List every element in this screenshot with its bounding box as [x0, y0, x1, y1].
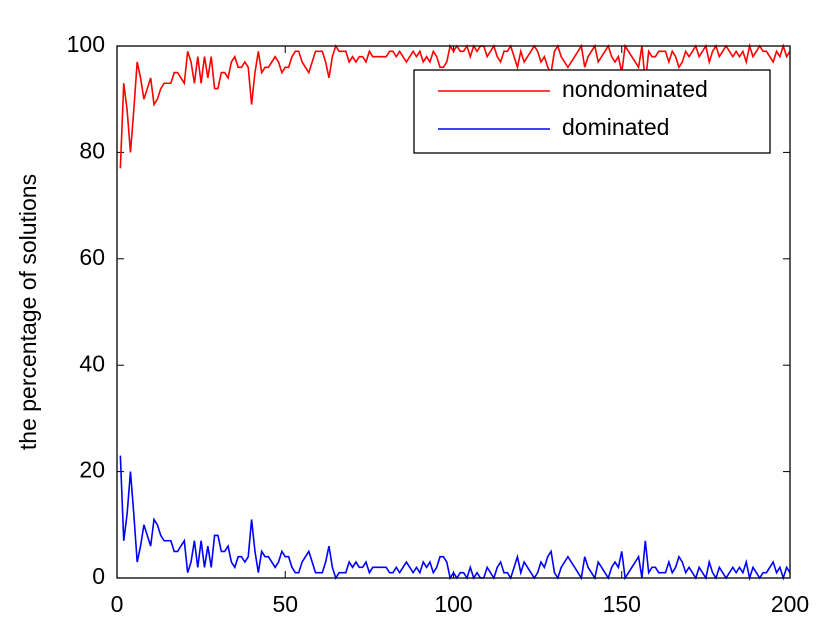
x-tick-label: 50 — [272, 591, 298, 617]
plot-frame — [116, 45, 791, 579]
legend-box — [413, 69, 771, 154]
x-tick-label: 200 — [771, 591, 809, 617]
y-tick-label: 60 — [79, 244, 105, 270]
x-tick-label: 150 — [603, 591, 641, 617]
y-axis-label: the percentage of solutions — [15, 174, 41, 450]
legend-label: nondominated — [562, 76, 708, 102]
legend-label: dominated — [562, 114, 669, 140]
series-line — [119, 455, 791, 582]
y-tick-label: 40 — [79, 350, 105, 376]
y-tick-label: 100 — [67, 31, 105, 57]
y-tick-label: 0 — [92, 563, 105, 589]
x-tick-label: 100 — [434, 591, 472, 617]
y-tick-label: 80 — [79, 137, 105, 163]
series-line — [119, 42, 791, 169]
y-tick-label: 20 — [79, 457, 105, 483]
x-tick-label: 0 — [111, 591, 124, 617]
